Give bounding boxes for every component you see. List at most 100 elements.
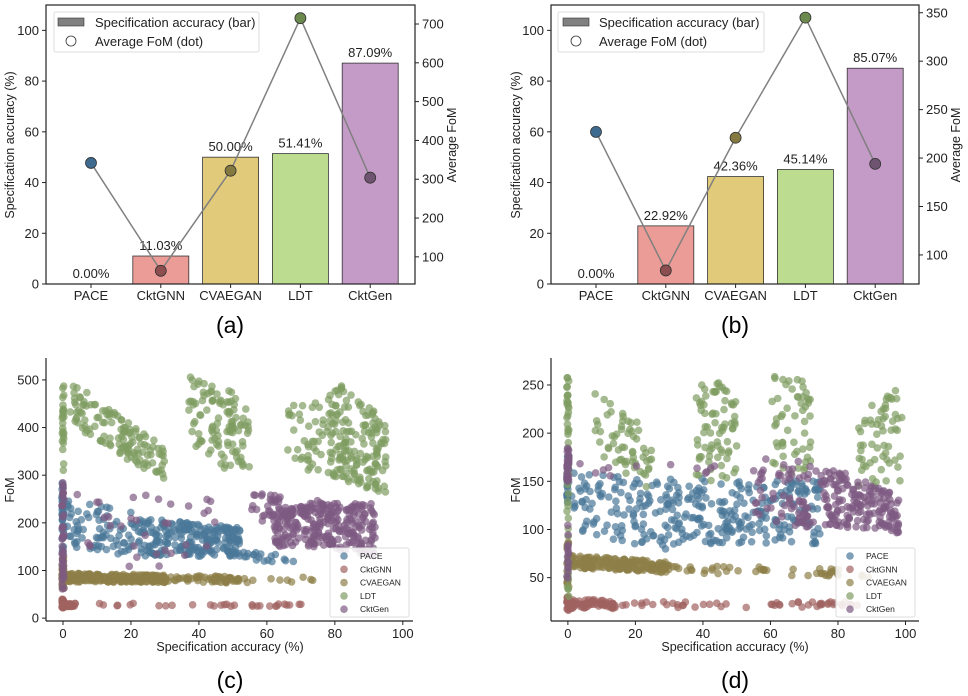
d-point-pace [665, 484, 674, 493]
c-point-ldt [59, 382, 68, 390]
c-point-cktgen [274, 497, 283, 506]
d-point-pace [735, 525, 743, 533]
d-point-ldt [859, 441, 868, 450]
d-point-ldt [634, 426, 643, 435]
c-point-ldt [106, 441, 115, 450]
c-point-ldt [105, 412, 114, 420]
d-point-pace [653, 480, 662, 488]
a-ytick-label: 60 [25, 124, 39, 139]
c-point-pace [176, 518, 184, 527]
c-point-cvaegan [137, 578, 146, 586]
d-point-ldt [797, 399, 805, 408]
c-point-cktgen [166, 500, 175, 508]
c-point-cktgen [58, 549, 67, 557]
d-point-pace [709, 536, 718, 545]
b-ytick-label: 100 [522, 23, 544, 38]
d-point-cktgen [871, 524, 879, 532]
d-point-cvaegan [787, 571, 796, 580]
d-point-pace [656, 507, 664, 516]
c-point-pace [149, 541, 157, 549]
d-point-pace [630, 539, 639, 548]
d-point-pace [747, 537, 756, 546]
d-point-pace [771, 480, 780, 489]
d-point-cktgen [758, 474, 766, 483]
c-point-ldt [293, 445, 302, 454]
d-point-ldt [804, 396, 813, 405]
a-bar-value-label: 50.00% [209, 139, 254, 154]
c-point-cktgen [202, 542, 211, 550]
d-point-cktgnn [609, 600, 617, 608]
c-point-cktgen [182, 541, 190, 549]
c-point-cktgnn [265, 602, 274, 610]
d-point-ldt [715, 429, 724, 438]
d-point-ldt [702, 392, 710, 400]
c-point-cktgen [60, 495, 68, 504]
d-point-pace [813, 505, 822, 513]
d-point-cktgnn [638, 601, 646, 610]
c-point-cvaegan [148, 577, 157, 585]
d-point-ldt [730, 412, 739, 421]
c-point-pace [220, 523, 229, 532]
d-point-ldt [800, 429, 809, 437]
d-point-cvaegan [652, 567, 661, 576]
d-point-pace [763, 498, 772, 507]
c-point-cktgen [296, 509, 304, 517]
c-point-cktgen [332, 524, 340, 533]
c-point-ldt [158, 461, 166, 469]
d-point-pace [702, 494, 710, 502]
d-point-cktgen [777, 509, 786, 518]
c-point-pace [127, 535, 135, 543]
d-point-cvaegan [752, 567, 760, 576]
c-point-pace [289, 557, 298, 566]
d-point-ldt [879, 414, 888, 423]
d-point-pace [677, 525, 686, 534]
d-xtick-label: 0 [564, 626, 571, 641]
c-point-cvaegan [283, 576, 292, 585]
d-xlabel: Specification accuracy (%) [661, 640, 808, 654]
b-ylabel: Specification accuracy (%) [509, 71, 523, 218]
c-point-ldt [213, 419, 222, 428]
c-point-ldt [117, 416, 126, 424]
c-point-ldt [58, 419, 67, 427]
c-point-ldt [59, 460, 68, 468]
d-point-ldt [873, 444, 882, 452]
b-legend-dot-swatch [570, 35, 582, 47]
c-point-cktgen [58, 560, 66, 569]
c-point-pace [95, 524, 104, 533]
c-point-ldt [342, 396, 351, 405]
c-xlabel: Specification accuracy (%) [156, 640, 303, 654]
d-point-cktgen [856, 502, 865, 511]
c-point-ldt [340, 403, 349, 411]
a-xtick-label: PACE [74, 288, 109, 303]
d-point-pace [707, 500, 716, 508]
d-point-cktgen [787, 471, 796, 479]
d-point-ldt [887, 393, 895, 402]
d-point-cktgen [874, 487, 883, 496]
d-point-pace [718, 507, 727, 515]
d-point-ldt [600, 395, 609, 404]
c-point-cktgen [366, 522, 375, 531]
c-point-pace [70, 538, 79, 547]
d-point-cktgen [710, 462, 719, 470]
d-point-ldt [772, 420, 780, 428]
d-point-ldt [771, 374, 779, 383]
c-point-cktgen [152, 550, 161, 558]
d-point-pace [762, 539, 770, 547]
d-point-cktgnn [674, 603, 682, 612]
c-point-pace [198, 547, 207, 555]
d-point-pace [632, 505, 641, 513]
a-ytick-right-label: 700 [422, 17, 444, 32]
d-point-cktgen [564, 542, 572, 551]
d-point-ldt [768, 397, 776, 406]
d-point-cktgen [876, 513, 884, 521]
c-point-cktgen [366, 504, 375, 512]
d-point-cvaegan [619, 555, 627, 564]
b-xtick-label: CktGen [853, 288, 897, 303]
c-point-ldt [106, 434, 114, 442]
d-point-ldt [633, 418, 641, 426]
d-point-ldt [711, 388, 719, 397]
d-point-ldt [790, 450, 799, 459]
c-point-ldt [98, 437, 106, 446]
d-point-pace [744, 513, 752, 522]
